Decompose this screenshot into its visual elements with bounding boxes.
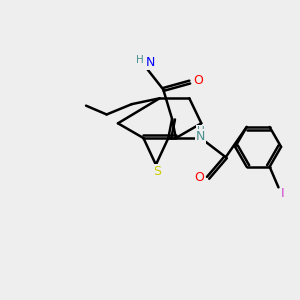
Text: H: H — [197, 126, 205, 136]
Text: N: N — [145, 56, 155, 70]
Text: H: H — [136, 55, 144, 65]
Text: N: N — [196, 130, 206, 143]
Text: O: O — [193, 74, 203, 87]
Text: O: O — [194, 171, 204, 184]
Text: I: I — [281, 187, 285, 200]
Text: S: S — [153, 165, 161, 178]
